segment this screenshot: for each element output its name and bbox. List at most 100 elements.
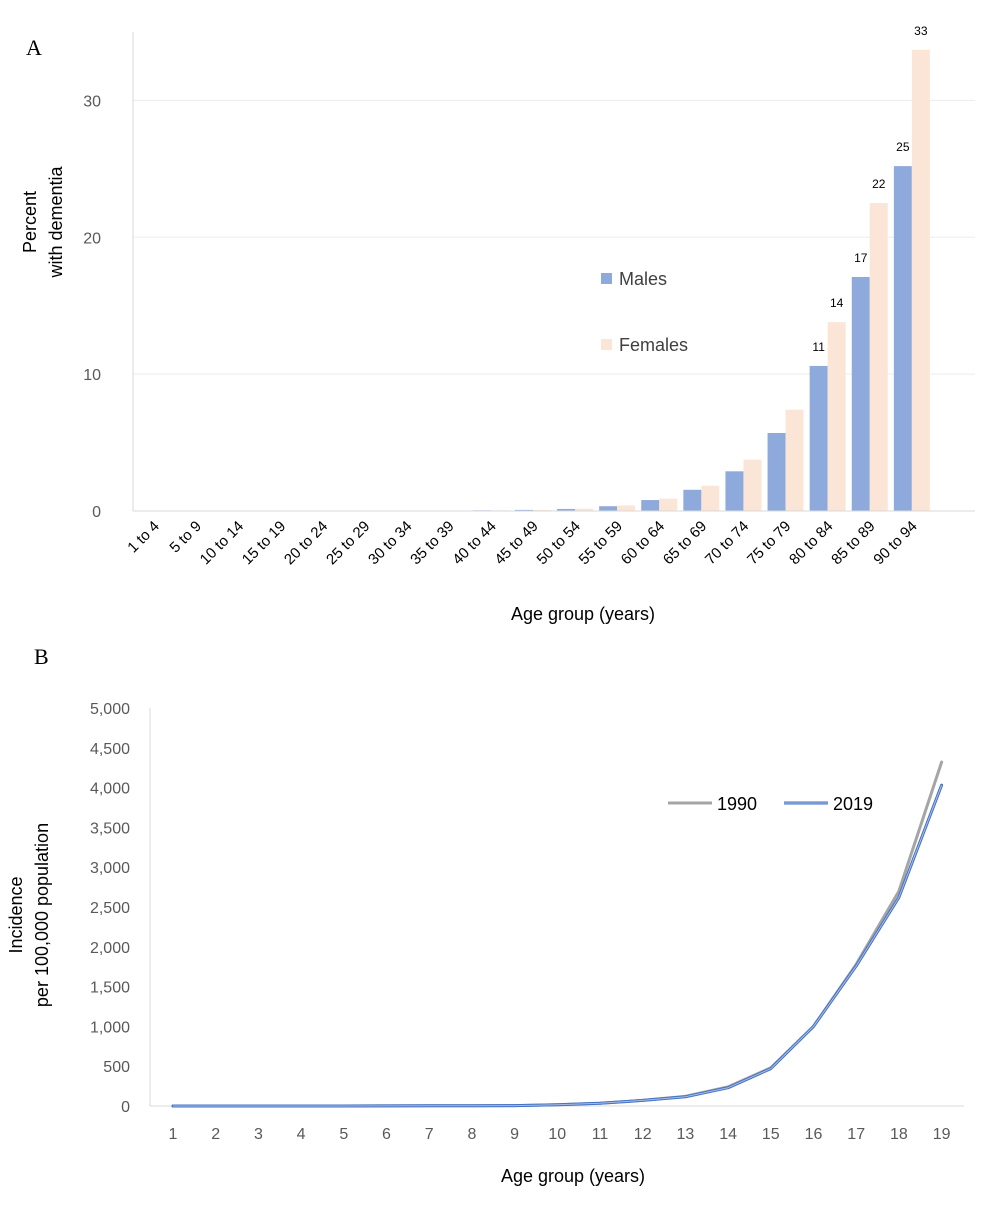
panel-b-y-axis-title-line1: Incidence <box>6 876 26 953</box>
panel-a-x-tick-label: 1 to 4 <box>124 518 163 557</box>
panel-a-x-tick-label: 75 to 79 <box>744 518 794 568</box>
panel-b-x-tick-label: 18 <box>890 1126 908 1143</box>
panel-a-x-tick-label: 40 to 44 <box>449 518 499 568</box>
panel-b-x-tick-label: 9 <box>510 1126 519 1143</box>
legend-label-2019: 2019 <box>833 794 873 814</box>
panel-b-y-tick-label: 0 <box>121 1099 130 1116</box>
series-line-2019-highlight <box>173 785 943 1107</box>
panel-a-x-tick-label: 25 to 29 <box>323 518 373 568</box>
bar-males-10 <box>514 509 533 511</box>
panel-b-x-tick-label: 3 <box>254 1126 263 1143</box>
panel-b-x-tick-label: 17 <box>847 1126 865 1143</box>
panel-a-x-tick-label: 20 to 24 <box>281 518 331 568</box>
panel-b-y-tick-label: 5,000 <box>90 701 130 718</box>
bar-females-12 <box>617 505 636 511</box>
panel-b-y-tick-label: 500 <box>103 1059 130 1076</box>
panel-a-y-ticks: 0 10 20 30 <box>83 93 101 521</box>
panel-a-y-tick-label: 30 <box>83 93 101 110</box>
panel-b-y-tick-label: 4,000 <box>90 781 130 798</box>
panel-a-gridlines <box>133 99 975 375</box>
panel-b-y-tick-label: 1,000 <box>90 1019 130 1036</box>
legend-label-males: Males <box>619 269 667 289</box>
panel-b-x-tick-label: 16 <box>805 1126 823 1143</box>
series-line-2019 <box>171 783 944 1108</box>
panel-a-x-tick-label: 65 to 69 <box>660 518 710 568</box>
panel-a-y-axis-title-line2: with dementia <box>46 165 66 278</box>
bar-males-16 <box>767 432 786 511</box>
panel-b-y-tick-label: 3,000 <box>90 860 130 877</box>
bar-females-14 <box>701 485 720 511</box>
legend-label-1990: 1990 <box>717 794 757 814</box>
bar-males-13 <box>641 500 660 511</box>
bar-females-13 <box>659 498 678 511</box>
panel-a-x-tick-label: 85 to 89 <box>828 518 878 568</box>
panel-b-x-tick-label: 1 <box>169 1126 178 1143</box>
panel-a-x-tick-label: 90 to 94 <box>870 518 920 568</box>
bar-females-15 <box>743 459 762 511</box>
panel-b-y-tick-label: 3,500 <box>90 820 130 837</box>
panel-b-x-tick-label: 15 <box>762 1126 780 1143</box>
panel-a-x-tick-label: 10 to 14 <box>197 518 247 568</box>
bar-females-19 <box>911 49 930 511</box>
panel-a-x-tick-label: 45 to 49 <box>491 518 541 568</box>
panel-a-x-tick-label: 35 to 39 <box>407 518 457 568</box>
panel-b-x-tick-label: 7 <box>425 1126 434 1143</box>
panel-b-x-ticks: 1 2 3 4 5 6 7 8 9 10 11 12 13 14 15 16 17 18 19 <box>169 1126 951 1143</box>
panel-b-x-tick-label: 12 <box>634 1126 652 1143</box>
bar-females-10 <box>532 509 551 511</box>
panel-b-y-tick-label: 1,500 <box>90 980 130 997</box>
panel-b-x-tick-label: 8 <box>467 1126 476 1143</box>
panel-a-data-label: 14 <box>830 296 844 310</box>
panel-b-line-chart: B 0 500 1,000 1,500 2,000 2,500 3,000 3,500 4,00… <box>6 644 964 1186</box>
panel-a-data-labels: 11 14 17 22 25 33 <box>812 24 927 354</box>
panel-b-x-tick-label: 4 <box>297 1126 306 1143</box>
bar-males-17 <box>809 365 828 511</box>
series-line-1990 <box>171 760 944 1108</box>
panel-b-y-ticks: 0 500 1,000 1,500 2,000 2,500 3,000 3,500 4,000 4… <box>90 701 130 1116</box>
panel-b-y-axis-title-line2: per 100,000 population <box>32 823 52 1007</box>
legend-swatch-males <box>601 273 612 284</box>
panel-a-y-tick-label: 20 <box>83 230 101 247</box>
panel-b-x-tick-label: 6 <box>382 1126 391 1143</box>
panel-a-x-axis-title: Age group (years) <box>511 604 655 624</box>
panel-a-letter: A <box>26 35 42 60</box>
bar-females-17 <box>827 322 846 511</box>
panel-b-x-axis-title: Age group (years) <box>501 1166 645 1186</box>
bar-females-16 <box>785 409 804 511</box>
panel-a-data-label: 22 <box>872 177 886 191</box>
panel-b-lines <box>171 760 944 1108</box>
panel-b-y-tick-label: 4,500 <box>90 741 130 758</box>
legend-label-females: Females <box>619 335 688 355</box>
panel-b-letter: B <box>34 644 49 669</box>
panel-a-x-tick-label: 50 to 54 <box>534 518 584 568</box>
panel-a-x-tick-label: 30 to 34 <box>365 518 415 568</box>
panel-b-legend: 1990 2019 <box>668 794 873 814</box>
panel-a-bars <box>388 49 930 512</box>
panel-b-x-tick-label: 5 <box>339 1126 348 1143</box>
panel-a-x-tick-label: 80 to 84 <box>786 518 836 568</box>
panel-a-x-tick-label: 15 to 19 <box>239 518 289 568</box>
panel-b-x-tick-label: 19 <box>933 1126 951 1143</box>
panel-a-data-label: 17 <box>854 251 868 265</box>
panel-a-y-axis-title-line1: Percent <box>20 191 40 253</box>
panel-a-y-tick-label: 10 <box>83 367 101 384</box>
bar-males-14 <box>683 489 702 511</box>
panel-b-x-tick-label: 14 <box>719 1126 737 1143</box>
panel-a-y-tick-label: 0 <box>92 504 101 521</box>
panel-b-x-tick-label: 13 <box>677 1126 695 1143</box>
bar-males-18 <box>851 276 870 511</box>
panel-b-x-tick-label: 11 <box>592 1126 609 1143</box>
bar-males-15 <box>725 471 744 511</box>
panel-a-data-label: 25 <box>896 140 910 154</box>
bar-females-11 <box>575 508 594 511</box>
panel-a-data-label: 33 <box>914 24 928 38</box>
panel-a-data-label: 11 <box>812 340 825 354</box>
panel-a-x-tick-label: 5 to 9 <box>166 518 205 557</box>
bar-males-11 <box>557 508 576 511</box>
panel-a-x-tick-label: 55 to 59 <box>576 518 626 568</box>
bar-males-19 <box>893 166 912 511</box>
panel-a-x-tick-label: 70 to 74 <box>702 518 752 568</box>
panel-b-y-tick-label: 2,000 <box>90 940 130 957</box>
panel-b-x-tick-label: 2 <box>211 1126 220 1143</box>
